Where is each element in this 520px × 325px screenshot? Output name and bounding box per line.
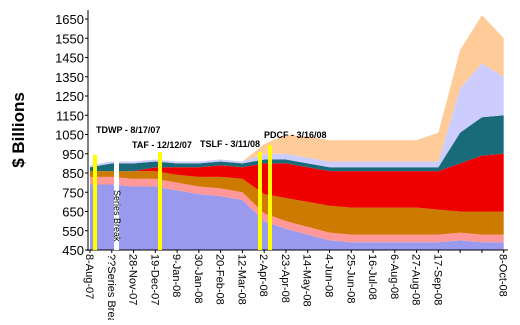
event-bar (158, 152, 162, 250)
area (90, 153, 504, 212)
area (90, 184, 504, 250)
x-tick-label: 19-Dec-07 (148, 254, 160, 305)
y-tick-label: 1650 (55, 12, 84, 27)
y-tick-label: 550 (62, 224, 84, 239)
area (90, 115, 504, 172)
event-bar (268, 145, 272, 250)
event-bar (258, 152, 262, 250)
x-tick-label: ??Series Break (105, 254, 117, 320)
x-tick-label: 17-Sep-08 (431, 254, 443, 305)
x-tick-label: 2-Apr-08 (257, 254, 269, 297)
x-tick-label: 8-Oct-08 (497, 254, 509, 297)
annotation: TSLF - 3/11/08 (200, 139, 260, 149)
y-tick-label: 1350 (55, 70, 84, 85)
overlay: TDWP - 8/17/07 TAF - 12/12/07 TSLF - 3/1… (93, 125, 327, 250)
y-axis-label: $ Billions (9, 92, 28, 168)
annotation: Series Break (112, 190, 122, 242)
x-tick-label: 6-Aug-08 (388, 254, 400, 299)
event-bar (93, 155, 97, 250)
x-tick-label: 20-Feb-08 (214, 254, 226, 305)
y-tick-label: 1150 (56, 108, 84, 123)
plot-area (90, 15, 504, 250)
x-tick-label: 25-Jun-08 (344, 254, 356, 304)
y-tick-label: 950 (62, 147, 84, 162)
annotation: TAF - 12/12/07 (132, 140, 192, 150)
x-tick-label: 23-Apr-08 (279, 254, 291, 303)
y-tick-label: 1550 (55, 31, 84, 46)
y-tick-label: 450 (62, 243, 84, 258)
x-tick-label: 16-Jul-08 (366, 254, 378, 300)
area (90, 171, 504, 235)
x-tick-label: 30-Jan-08 (192, 254, 204, 304)
y-tick-label: 850 (62, 166, 84, 181)
y-tick-label: 650 (62, 205, 84, 220)
y-tick-label: 750 (62, 185, 84, 200)
x-tick-label: 9-Jan-08 (170, 254, 182, 297)
series-break-gap (114, 160, 119, 250)
x-tick-label: 12-Mar-08 (235, 254, 247, 305)
area (90, 176, 504, 243)
y-tick-label: 1050 (55, 128, 84, 143)
x-tick-label: 4-Jun-08 (323, 254, 335, 297)
x-tick-label: 27-Aug-08 (410, 254, 422, 305)
annotation: TDWP - 8/17/07 (96, 125, 160, 135)
x-tick-label: 8-Aug-07 (83, 254, 95, 299)
annotation: PDCF - 3/16/08 (264, 130, 327, 140)
x-tick-label: 14-May-08 (301, 254, 313, 307)
y-tick-label: 1450 (55, 51, 84, 66)
x-tick-label: 28-Nov-07 (127, 254, 139, 305)
y-tick-label: 1250 (55, 89, 84, 104)
